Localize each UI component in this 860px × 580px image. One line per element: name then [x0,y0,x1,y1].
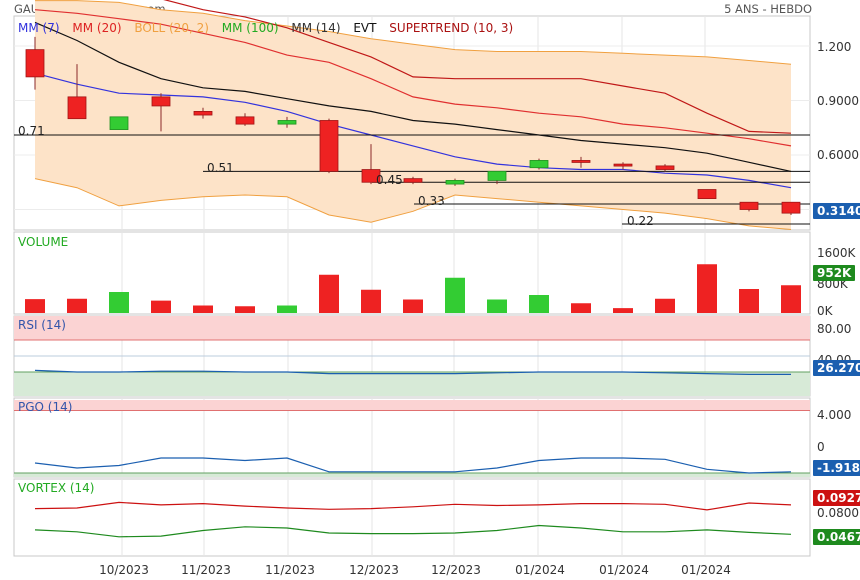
vortex-tick-label: 0.0800 [817,506,859,520]
candle-body [445,180,465,185]
volume-bar [319,274,339,313]
x-tick-label: 11/2023 [181,563,231,577]
panel-frame [13,478,811,557]
rsi-line [34,369,791,375]
price-tick-label: 0.9000 [817,94,859,108]
volume-bar [277,305,297,313]
volume-bar [781,285,801,313]
pgo-value-badge: -1.918 [813,460,860,476]
volume-bar [613,308,633,313]
supertrend-line [163,0,792,134]
candle-body [571,160,591,163]
vortex-negative-line [34,524,792,538]
hline-label: 0.45 [376,173,403,187]
rsi-oversold-zone [14,372,810,396]
candle-body [25,49,45,78]
candle-body [739,201,759,210]
candle-body [403,178,423,183]
x-tick-label: 12/2023 [349,563,399,577]
x-tick-label: 01/2024 [515,563,565,577]
vortex-neg-badge: 0.0467 [813,529,860,545]
hline-label: 0.22 [627,214,654,228]
candle-body [235,116,255,125]
volume-bar [193,305,213,313]
bollinger-upper [35,0,792,65]
mm14-line [34,21,792,172]
candle-body [613,163,633,167]
x-tick-label: 01/2024 [599,563,649,577]
volume-tick-label: 0K [817,304,833,318]
volume-bar [235,306,255,313]
bollinger-band [35,0,791,230]
panel-frame [13,231,811,315]
mm20-line [34,9,792,147]
volume-tick-label: 1600K [817,246,856,260]
volume-bar [361,289,381,313]
price-value-badge: 0.3140 [813,203,860,219]
hline-label: 0.51 [207,161,234,175]
vortex-pos-badge: 0.0927 [813,490,860,506]
volume-bar [697,264,717,313]
volume-bar [487,299,507,313]
candle-body [655,165,675,170]
bollinger-lower [34,178,792,230]
candle-body [529,160,549,169]
x-tick-label: 11/2023 [265,563,315,577]
hline-label: 0.71 [18,124,45,138]
volume-bar [109,292,129,313]
volume-value-badge: 952K [813,265,856,281]
indicator-legend: MM (7) MM (20) BOLL (20, 2) MM (100) MM … [18,21,522,35]
x-tick-label: 01/2024 [681,563,731,577]
volume-bar [151,300,171,313]
x-tick-label: 12/2023 [431,563,481,577]
rsi-tick-label: 80.00 [817,322,852,336]
panel-frame [13,15,811,231]
hline-label: 0.33 [418,194,445,208]
volume-bar [67,298,87,313]
legend-mm100[interactable]: MM (100) [221,21,279,35]
candle-body [277,120,297,125]
pgo-tick-label: 0 [817,440,825,454]
candle-body [193,111,213,116]
volume-bar [571,303,591,313]
volume-bar [655,298,675,313]
candle-body [151,96,171,107]
legend-supertrend[interactable]: SUPERTREND (10, 3) [389,21,514,35]
volume-bar [445,277,465,313]
candle-body [109,116,129,130]
pgo-high-zone [14,400,810,411]
pgo-panel-title: PGO (14) [18,400,73,414]
candle-body [487,170,507,181]
legend-mm14[interactable]: MM (14) [291,21,341,35]
candle-body [697,189,717,199]
price-tick-label: 0.6000 [817,148,859,162]
timeframe-label: 5 ANS - HEBDO [724,2,812,16]
volume-bar [25,299,45,313]
rsi-overbought-zone [14,316,810,340]
price-tick-label: 1.200 [817,40,852,54]
pgo-low-zone [14,473,810,477]
x-tick-label: 10/2023 [99,563,149,577]
volume-panel-title: VOLUME [18,235,69,249]
rsi-value-badge: 26.270 [813,360,860,376]
volume-bar [529,295,549,313]
legend-mm20[interactable]: MM (20) [72,21,122,35]
pgo-line [34,457,792,474]
vortex-positive-line [34,501,792,511]
vortex-panel-title: VORTEX (14) [18,481,95,495]
pgo-tick-label: 4.000 [817,408,852,422]
candle-body [361,169,381,183]
rsi-panel-title: RSI (14) [18,318,66,332]
legend-evt[interactable]: EVT [353,21,377,35]
candle-body [67,96,87,120]
volume-bar [739,289,759,313]
legend-mm7[interactable]: MM (7) [18,21,60,35]
candle-body [319,120,339,172]
volume-bar [403,299,423,313]
candle-body [781,201,801,214]
legend-boll[interactable]: BOLL (20, 2) [134,21,209,35]
